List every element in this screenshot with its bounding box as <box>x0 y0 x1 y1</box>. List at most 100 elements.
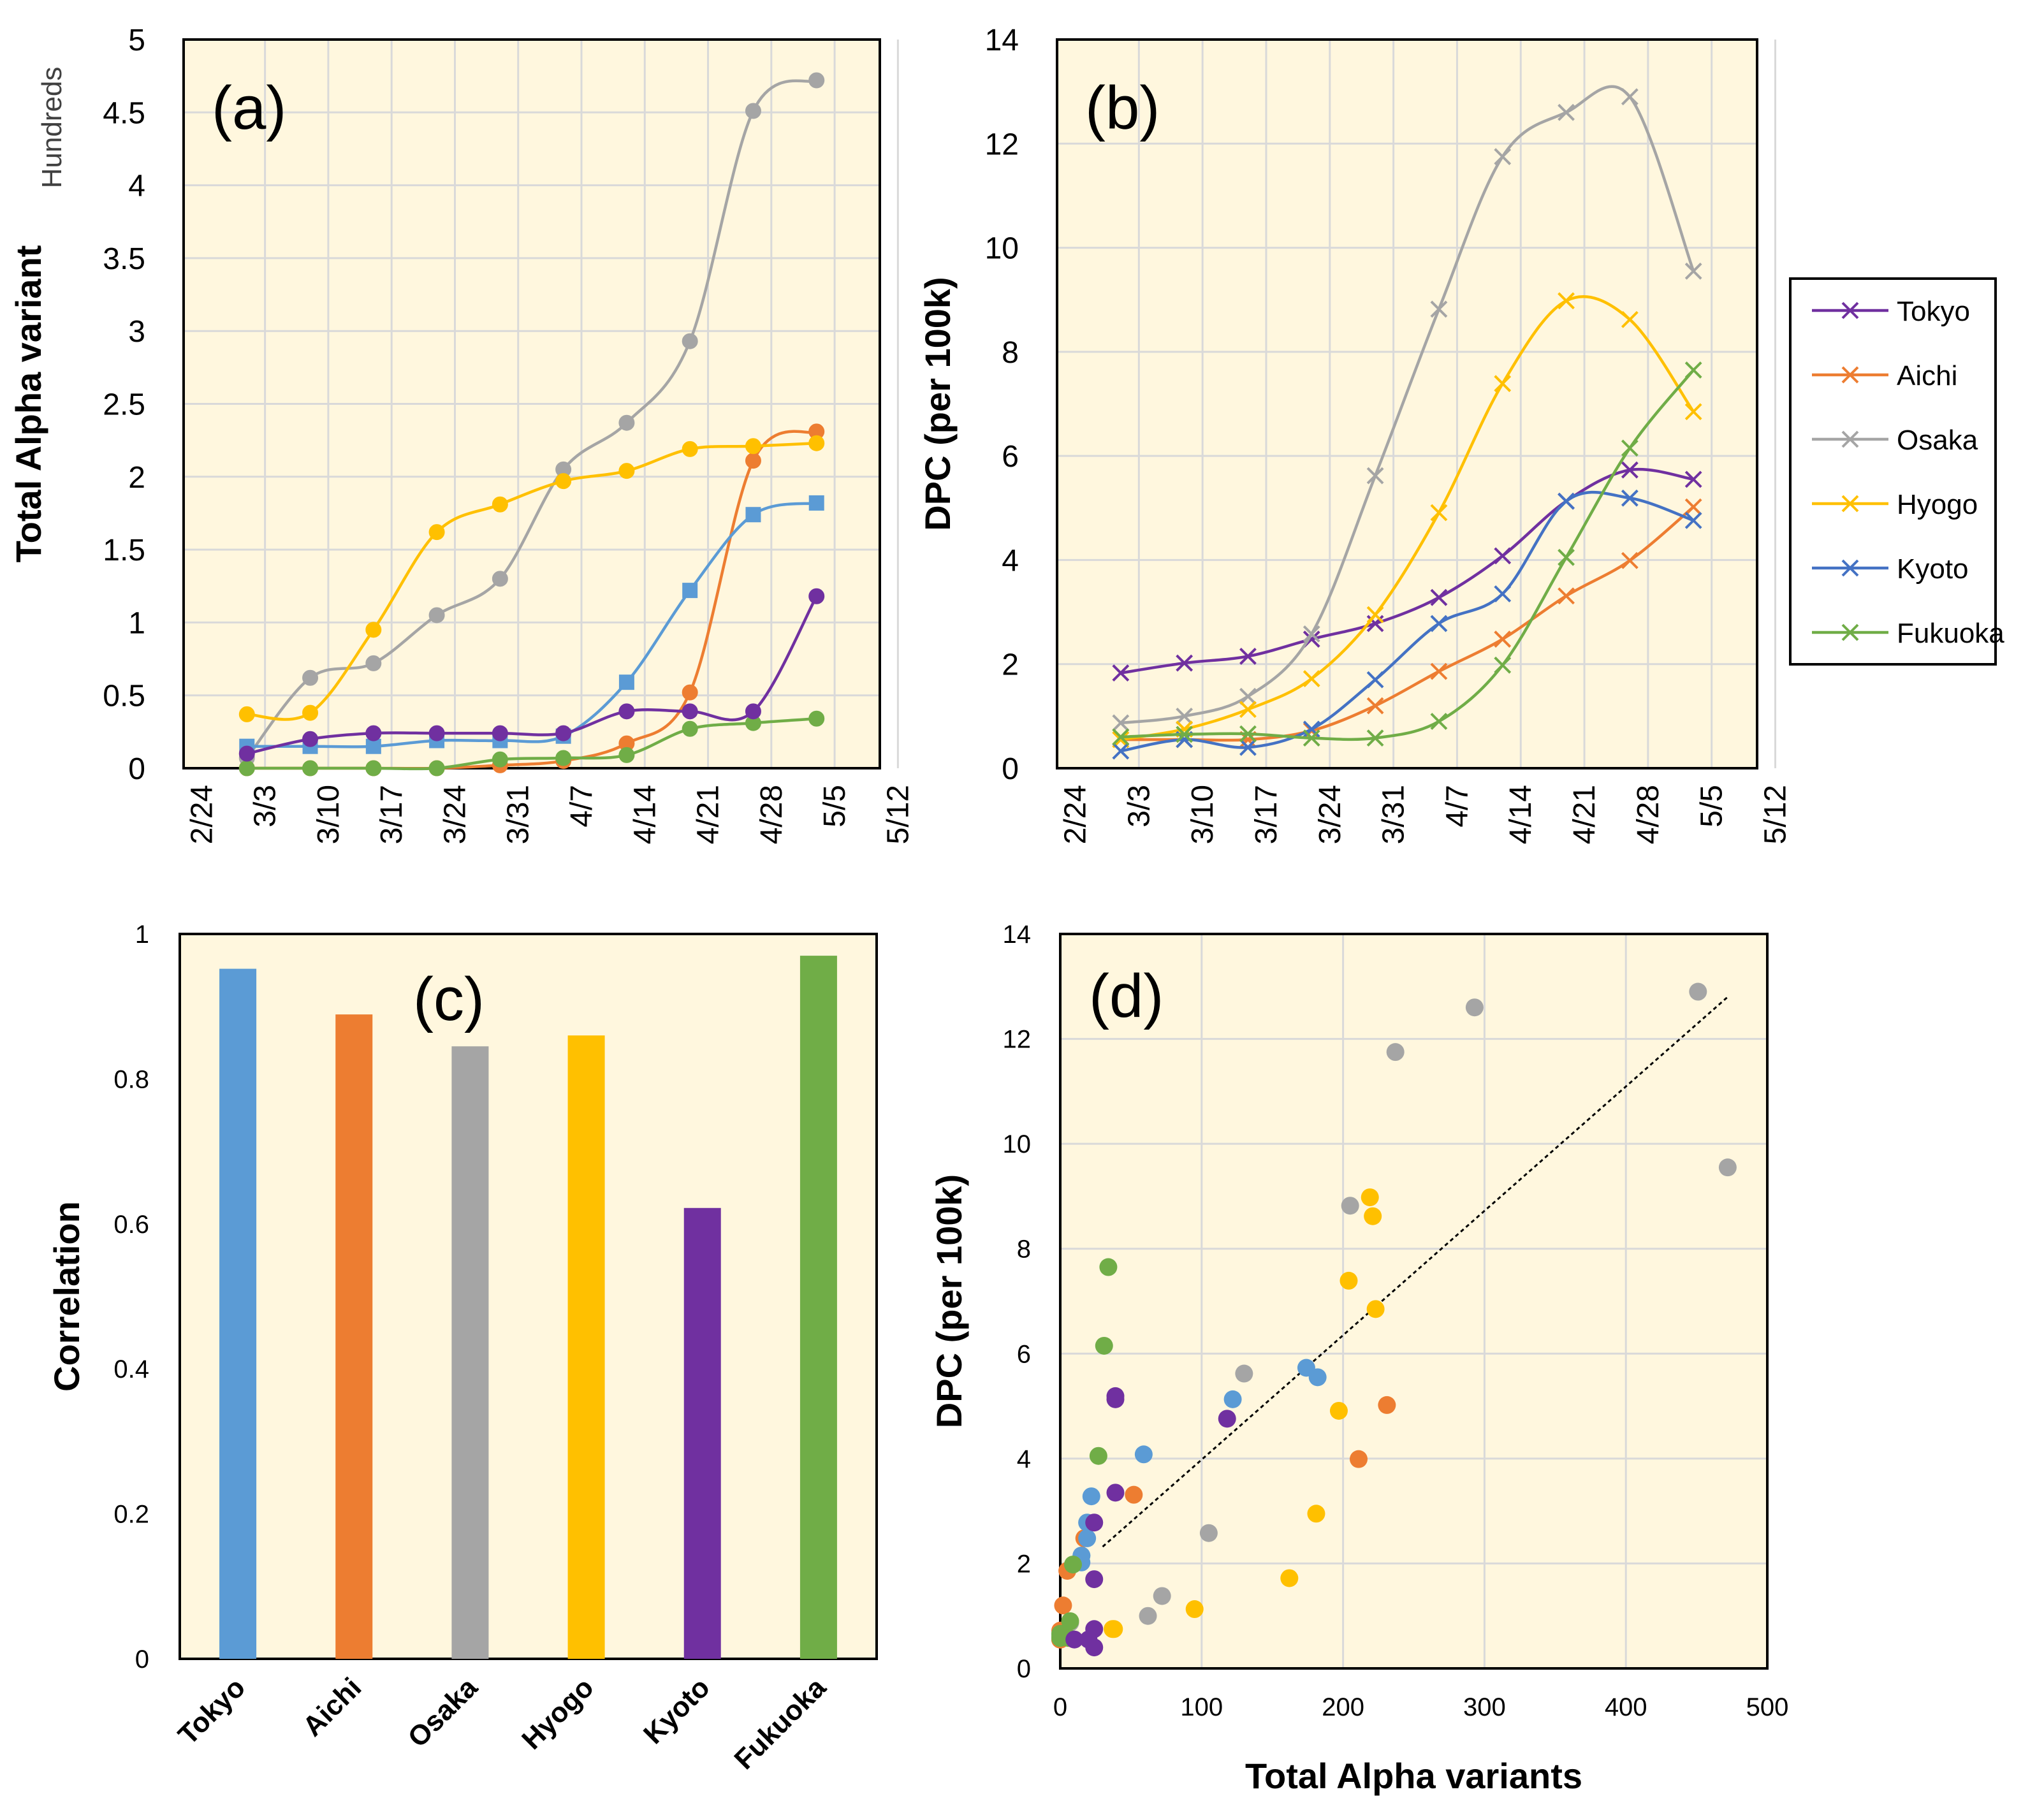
y-tick-label: 1 <box>128 606 145 640</box>
data-point-osaka <box>492 571 508 587</box>
data-point-tokyo <box>1239 648 1257 665</box>
data-point-aichi <box>1684 498 1702 516</box>
scatter-point-aichi <box>1125 1485 1143 1504</box>
data-point-osaka <box>1621 88 1639 106</box>
data-point-tokyo <box>1430 588 1448 606</box>
scatter-point-fukuoka <box>1089 1447 1107 1465</box>
x-tick-label: 500 <box>1746 1693 1789 1721</box>
data-point-osaka <box>1303 625 1320 643</box>
x-tick-label: 5/5 <box>1695 785 1729 828</box>
bar-aichi <box>335 1014 373 1659</box>
y-tick-label: 4 <box>1017 1445 1031 1473</box>
data-point-aichi <box>1621 551 1639 569</box>
y-tick-label: 12 <box>1003 1026 1032 1054</box>
y-axis-title: Correlation <box>47 1201 87 1392</box>
data-point-kyoto <box>808 495 824 511</box>
scatter-point-hyogo <box>1185 1600 1204 1619</box>
legend-label-tokyo: Tokyo <box>1897 296 1970 327</box>
data-point-fukuoka <box>1176 726 1194 743</box>
data-point-hyogo <box>238 706 255 722</box>
y-tick-label: 0.6 <box>113 1211 149 1239</box>
plot-area <box>1057 40 1757 768</box>
series-line-aichi <box>1120 506 1695 742</box>
data-point-tokyo <box>428 725 445 741</box>
data-point-fukuoka <box>1494 656 1512 674</box>
x-tick-label: 3/3 <box>1122 785 1156 828</box>
x-tick-label: 4/28 <box>1632 785 1665 844</box>
y-tick-label: 0.2 <box>113 1501 149 1529</box>
plot-border <box>182 38 881 769</box>
data-point-hyogo <box>1494 375 1512 393</box>
y-axis-title: DPC (per 100k) <box>929 1174 969 1428</box>
y-tick-label: 6 <box>1002 440 1019 474</box>
data-point-kyoto <box>1430 615 1448 632</box>
x-tick-label: 400 <box>1605 1693 1647 1721</box>
y-tick-label: 10 <box>985 232 1019 266</box>
data-point-kyoto <box>1239 738 1257 756</box>
data-point-fukuoka <box>1366 729 1384 747</box>
scatter-point-hyogo <box>1340 1271 1358 1290</box>
legend-label-kyoto: Kyoto <box>1897 553 1969 585</box>
y-tick-label: 3.5 <box>103 242 145 276</box>
data-point-hyogo <box>1366 606 1384 623</box>
data-point-kyoto <box>1112 742 1130 760</box>
data-point-kyoto <box>1558 492 1575 510</box>
x-axis-title: Total Alpha variants <box>1245 1756 1582 1796</box>
x-tick-label: 3/10 <box>312 785 346 844</box>
x-tick-label: 3/17 <box>1250 785 1283 844</box>
data-point-hyogo <box>302 704 319 721</box>
scatter-point-hyogo <box>1280 1569 1299 1587</box>
x-tick-label: 3/10 <box>1186 785 1220 844</box>
legend-label-fukuoka: Fukuoka <box>1897 618 2004 649</box>
data-point-fukuoka <box>428 760 445 777</box>
y-tick-label: 0 <box>135 1645 149 1673</box>
data-point-aichi <box>1430 662 1448 680</box>
scatter-point-hyogo <box>1364 1207 1382 1225</box>
data-point-osaka <box>428 607 445 623</box>
scatter-point-tokyo <box>1085 1570 1104 1589</box>
x-tick-label: 4/21 <box>1568 785 1602 844</box>
data-point-tokyo <box>238 745 255 762</box>
data-point-hyogo <box>492 496 508 513</box>
scatter-point-tokyo <box>1106 1484 1125 1502</box>
bar-osaka <box>451 1046 489 1659</box>
scatter-point-hyogo <box>1329 1401 1348 1420</box>
data-point-kyoto <box>365 738 381 754</box>
data-point-tokyo <box>1112 664 1130 682</box>
data-point-tokyo <box>555 725 572 741</box>
x-tick-label: 3/24 <box>438 785 472 844</box>
legend-label-hyogo: Hyogo <box>1897 489 1978 520</box>
legend-marker-aichi <box>1841 366 1859 384</box>
y-tick-label: 2.5 <box>103 388 145 422</box>
scatter-point-kyoto <box>1078 1529 1097 1547</box>
scatter-point-kyoto <box>1134 1445 1153 1464</box>
scatter-point-osaka <box>1465 998 1484 1017</box>
data-point-kyoto <box>682 583 698 599</box>
data-point-osaka <box>745 103 761 119</box>
data-point-osaka <box>365 655 382 671</box>
data-point-kyoto <box>1494 585 1512 602</box>
y-tick-label: 0 <box>1002 752 1019 786</box>
data-point-osaka <box>302 669 319 686</box>
legend-marker-fukuoka <box>1841 623 1859 641</box>
data-point-fukuoka <box>1684 361 1702 379</box>
y-tick-label: 14 <box>985 24 1019 57</box>
data-point-aichi <box>1558 587 1575 605</box>
scatter-point-kyoto <box>1308 1368 1327 1387</box>
bar-hyogo <box>567 1035 605 1659</box>
x-tick-label: 3/3 <box>249 785 282 828</box>
x-tick-label: 3/31 <box>1377 785 1411 844</box>
data-point-tokyo <box>682 703 698 720</box>
x-tick-label: 300 <box>1463 1693 1506 1721</box>
y-tick-label: 5 <box>128 24 145 57</box>
scatter-point-fukuoka <box>1061 1612 1079 1630</box>
scatter-point-osaka <box>1235 1364 1253 1383</box>
plot-area <box>179 933 878 1660</box>
y-axis-title: Total Alpha variant <box>8 245 48 563</box>
scatter-point-fukuoka <box>1095 1336 1113 1355</box>
data-point-tokyo <box>618 703 635 720</box>
series-line-hyogo <box>247 441 817 721</box>
x-tick-label: 4/28 <box>755 785 789 844</box>
y-tick-label: 3 <box>128 315 145 349</box>
